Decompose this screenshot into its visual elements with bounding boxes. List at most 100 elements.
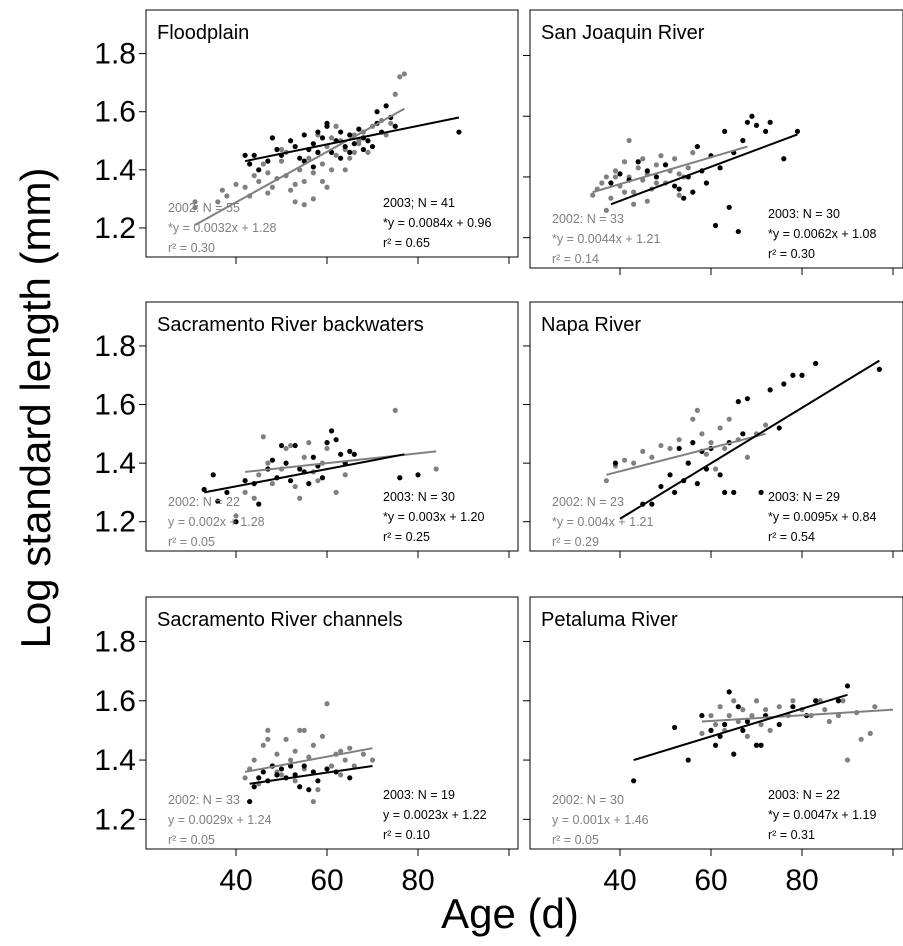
point-2002	[392, 91, 398, 97]
point-2002	[324, 184, 330, 190]
point-2003	[612, 460, 619, 466]
point-2003	[347, 132, 353, 138]
point-2003	[740, 727, 746, 734]
panel-2: San Joaquin River 2002: N = 33 *y = 0.0044…	[523, 9, 903, 275]
point-2002	[342, 472, 348, 478]
stats-2002-line: r² = 0.05	[168, 833, 215, 847]
point-2003	[315, 149, 321, 155]
point-2003	[269, 457, 275, 463]
point-2002	[328, 763, 335, 769]
point-2002	[251, 173, 257, 179]
point-2003	[876, 366, 882, 372]
point-2003	[269, 135, 275, 141]
point-2002	[265, 190, 271, 196]
point-2003	[274, 772, 280, 778]
y-tick-label: 1.4	[94, 154, 136, 187]
point-2003	[324, 440, 330, 446]
point-2002	[708, 712, 714, 719]
point-2003	[740, 431, 746, 437]
point-2002	[603, 207, 609, 213]
fit-line-2003	[610, 133, 798, 206]
panels-group: 1.2 1.4 1.6 1.8 Floodplain 2002: N = 55 *y = 0…	[94, 9, 903, 897]
point-2002	[256, 472, 262, 478]
point-2002	[835, 712, 842, 719]
point-2002	[631, 189, 637, 195]
point-2003	[681, 195, 687, 201]
point-2002	[708, 440, 714, 446]
point-2002	[608, 195, 614, 201]
point-2003	[653, 174, 660, 180]
point-2003	[265, 158, 271, 164]
point-2003	[288, 138, 294, 144]
point-2002	[306, 440, 312, 446]
point-2002	[297, 727, 303, 734]
point-2002	[726, 416, 732, 422]
point-2002	[635, 165, 641, 171]
point-2003	[201, 486, 207, 493]
point-2003	[672, 183, 678, 189]
point-2002	[758, 721, 764, 728]
point-2002	[667, 445, 673, 452]
point-2002	[369, 757, 376, 763]
fit-line-2002	[606, 432, 766, 476]
stats-2002-line: r² = 0.05	[552, 833, 599, 847]
point-2003	[301, 763, 307, 769]
y-tick-label: 1.8	[94, 330, 136, 363]
panel-frame	[529, 596, 903, 850]
panel-title: Napa River	[541, 314, 641, 336]
point-2003	[672, 489, 678, 496]
point-2003	[731, 489, 737, 496]
point-2002	[658, 442, 664, 449]
panel-frame	[145, 9, 519, 258]
panel-title: San Joaquin River	[541, 22, 705, 44]
point-2002	[278, 158, 285, 164]
point-2002	[867, 730, 873, 736]
point-2002	[644, 198, 650, 204]
point-2002	[301, 727, 307, 734]
point-2002	[288, 442, 294, 449]
point-2002	[717, 704, 723, 710]
panel-frame	[529, 301, 903, 552]
point-2003	[338, 155, 344, 161]
point-2002	[740, 707, 746, 713]
point-2003	[306, 481, 312, 487]
point-2002	[776, 704, 782, 710]
point-2002	[433, 466, 439, 472]
point-2002	[315, 787, 321, 793]
stats-2002-line: 2002: N = 30	[552, 793, 624, 807]
point-2003	[297, 155, 303, 161]
point-2003	[315, 129, 321, 135]
point-2002	[699, 431, 705, 437]
stats-2002-line: 2002: N = 55	[168, 201, 240, 215]
point-2003	[338, 451, 344, 457]
stats-2003-line: r² = 0.31	[768, 828, 815, 842]
point-2002	[301, 202, 307, 208]
point-2002	[342, 167, 348, 173]
point-2003	[260, 769, 266, 775]
point-2003	[794, 128, 801, 135]
point-2002	[858, 736, 864, 742]
point-2002	[324, 701, 330, 707]
point-2003	[753, 742, 760, 748]
point-2002	[631, 460, 637, 466]
point-2003	[658, 483, 664, 490]
stats-2002-line: *y = 0.0032x + 1.28	[168, 221, 276, 235]
panel-title: Sacramento River channels	[157, 609, 403, 631]
point-2002	[278, 772, 285, 778]
point-2002	[292, 778, 298, 784]
point-2003	[233, 519, 239, 525]
point-2002	[603, 174, 609, 180]
point-2003	[781, 156, 787, 162]
point-2003	[310, 141, 316, 147]
point-2003	[799, 372, 805, 378]
point-2003	[758, 489, 764, 496]
point-2003	[735, 704, 741, 710]
point-2003	[672, 724, 678, 731]
point-2002	[731, 698, 737, 704]
point-2002	[749, 712, 755, 719]
y-tick-label: 1.4	[94, 447, 136, 480]
point-2002	[753, 698, 760, 704]
point-2002	[790, 698, 796, 704]
panel-frame	[529, 9, 903, 269]
